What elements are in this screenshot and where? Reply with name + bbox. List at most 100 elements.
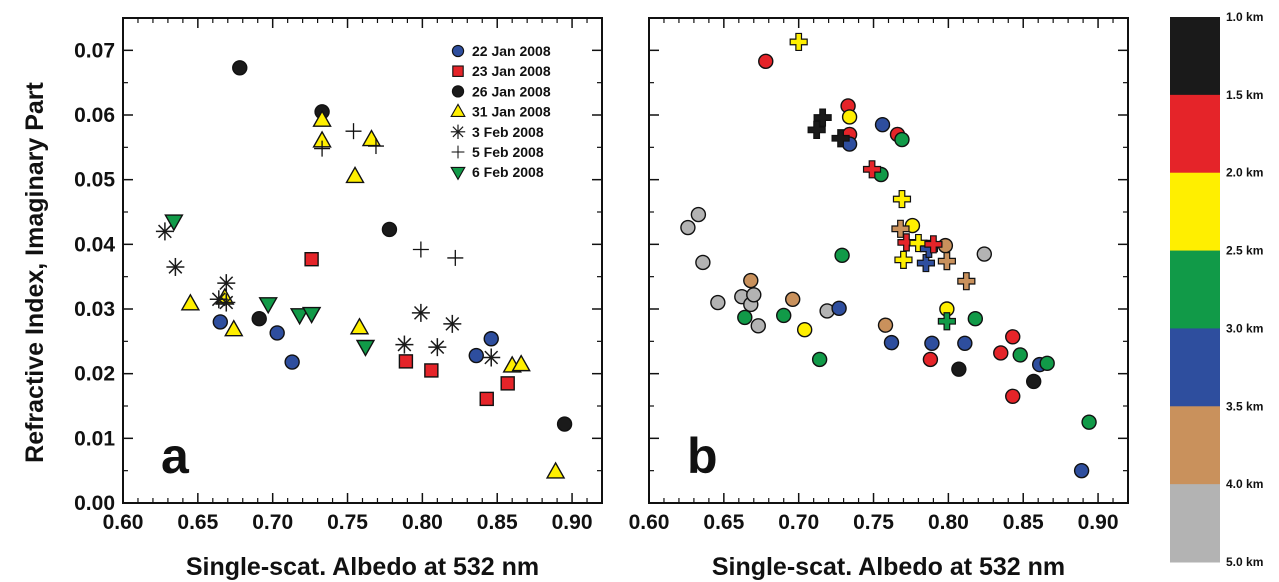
legend-label: 22 Jan 2008 xyxy=(472,43,551,59)
series-5-point xyxy=(367,138,384,155)
legend-label: 23 Jan 2008 xyxy=(472,63,551,79)
altitude-point xyxy=(737,309,753,326)
altitude-point xyxy=(967,311,984,327)
colorbar-label: 4.0 km xyxy=(1226,477,1263,491)
panel-label: b xyxy=(687,428,718,484)
legend-label: 31 Jan 2008 xyxy=(472,104,551,120)
altitude-point xyxy=(813,108,832,127)
altitude-point xyxy=(1005,329,1021,345)
altitude-point xyxy=(924,335,940,351)
colorbar-band xyxy=(1170,172,1220,252)
series-0-point xyxy=(483,331,499,347)
x-tick-label: 0.65 xyxy=(703,511,744,534)
series-4-point xyxy=(155,222,174,241)
series-3 xyxy=(180,109,566,479)
series-4-point xyxy=(217,274,236,293)
colorbar-band xyxy=(1170,94,1220,174)
series-2-point xyxy=(381,221,398,238)
series-6-point xyxy=(301,306,322,324)
altitude-point xyxy=(710,294,726,311)
series-4-point xyxy=(411,303,430,322)
altitude-point xyxy=(785,291,801,307)
series-1-point xyxy=(500,376,515,391)
altitude-point xyxy=(680,219,696,236)
series-6-point xyxy=(258,297,278,315)
altitude-point xyxy=(807,120,826,139)
series-4-point xyxy=(443,314,462,333)
colorbar-label: 2.0 km xyxy=(1226,166,1263,180)
series-6-point xyxy=(355,339,376,357)
altitude-point xyxy=(862,160,882,179)
altitude-point xyxy=(951,361,967,377)
panel-b: 0.60 0.65 0.70 0.75 0.80 0.85 0.90 Single-scat.… xyxy=(629,17,1129,581)
altitude-point xyxy=(1012,347,1028,363)
altitude-point xyxy=(690,206,707,223)
series-3-point xyxy=(349,317,370,335)
series-3-point xyxy=(361,129,382,147)
altitude-point xyxy=(877,317,894,333)
series-2-point xyxy=(251,311,267,327)
series-4-point xyxy=(209,290,228,309)
altitude-point xyxy=(1081,414,1097,430)
x-tick-label: 0.80 xyxy=(402,511,443,534)
series-4-point xyxy=(428,338,447,357)
altitude-colorbar: 1.0 km 1.5 km 2.0 km 2.5 km 3.0 km 3.5 km 4.0 … xyxy=(1170,10,1263,569)
series-3-point xyxy=(180,293,201,311)
y-tick-label: 0.04 xyxy=(74,233,115,256)
altitude-point xyxy=(937,312,956,331)
altitude-point xyxy=(746,287,762,303)
series-1-point xyxy=(398,354,414,369)
altitude-point xyxy=(892,189,912,209)
legend-label: 3 Feb 2008 xyxy=(472,124,544,140)
series-1 xyxy=(304,252,515,407)
altitude-point xyxy=(834,247,850,264)
panel-label: a xyxy=(161,428,190,484)
series-5-point xyxy=(314,140,331,157)
x-tick-label: 0.70 xyxy=(778,511,819,534)
colorbar-label: 3.0 km xyxy=(1226,321,1263,335)
plot-frame xyxy=(648,17,1129,504)
x-tick-label: 0.90 xyxy=(1078,511,1119,534)
legend-marker-series-4 xyxy=(450,124,466,140)
series-4-point xyxy=(217,293,236,312)
y-tick-label: 0.05 xyxy=(74,169,115,192)
altitude-point xyxy=(1073,462,1090,479)
altitude-point xyxy=(750,318,766,334)
x-tick-label: 0.60 xyxy=(629,511,670,534)
altitude-point xyxy=(874,116,891,133)
altitude-point xyxy=(831,300,847,317)
x-tick-label: 0.85 xyxy=(1003,511,1044,534)
legend-label: 5 Feb 2008 xyxy=(472,144,544,160)
series-1-point xyxy=(304,252,319,267)
altitude-point xyxy=(916,253,936,273)
y-tick-label: 0.07 xyxy=(74,39,115,62)
series-6-point xyxy=(164,214,184,232)
altitude-point xyxy=(883,334,900,351)
x-tick-label: 0.60 xyxy=(103,511,144,534)
legend-marker-series-1 xyxy=(452,65,464,77)
y-tick-label: 0.06 xyxy=(74,104,115,127)
y-axis-label: Refractive Index, Imaginary Part xyxy=(21,81,49,462)
altitude-point xyxy=(924,235,943,254)
series-0 xyxy=(212,314,499,370)
series-2 xyxy=(232,60,573,432)
series-3-point xyxy=(224,319,244,337)
colorbar-label: 1.5 km xyxy=(1226,88,1263,102)
panel-a: 0.60 0.65 0.70 0.75 0.80 0.85 0.90 0.00 0.01 0.02… xyxy=(21,17,603,581)
y-tick-label: 0.02 xyxy=(74,363,115,386)
series-0-point xyxy=(468,347,484,364)
altitude-point xyxy=(922,351,939,368)
x-axis-label: Single-scat. Albedo at 532 nm xyxy=(712,553,1065,581)
series-1-point xyxy=(479,391,494,407)
altitude-point xyxy=(957,272,976,291)
legend-marker-series-5 xyxy=(451,145,465,159)
altitude-point xyxy=(1005,388,1021,404)
x-tick-label: 0.90 xyxy=(552,511,593,534)
altitude-point xyxy=(1025,373,1042,390)
series-1-point xyxy=(424,363,439,378)
series-0-point xyxy=(284,354,300,370)
legend-marker-series-2 xyxy=(451,85,465,98)
series-3-point xyxy=(545,461,566,479)
colorbar-label: 5.0 km xyxy=(1226,555,1263,569)
altitude-point xyxy=(695,254,711,271)
